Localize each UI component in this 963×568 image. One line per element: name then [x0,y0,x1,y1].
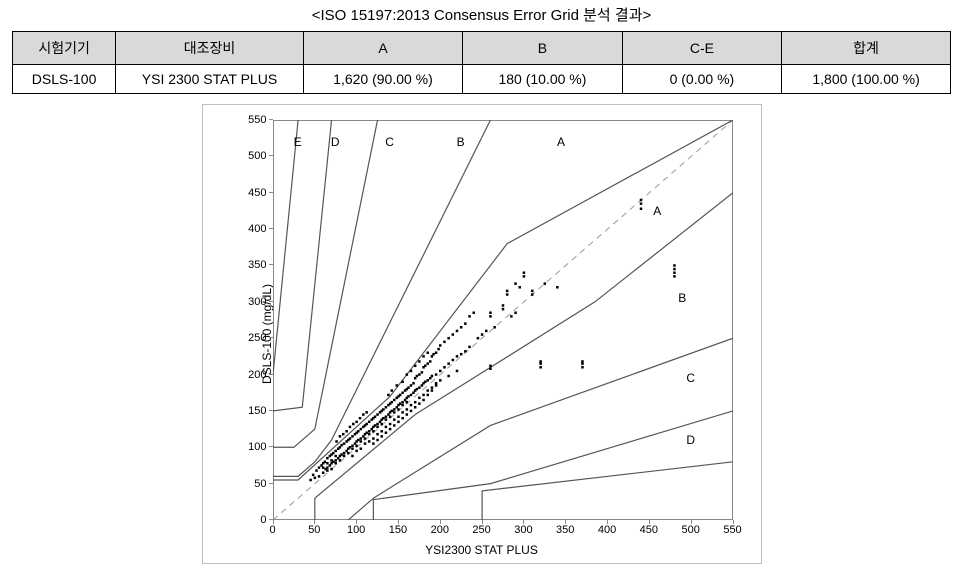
y-tick-label: 250 [248,332,272,344]
table-row: DSLS-100YSI 2300 STAT PLUS1,620 (90.00 %… [13,65,951,94]
y-tick-label: 400 [248,223,272,235]
x-tick-mark [440,520,441,524]
zone-label: E [294,135,302,149]
y-tick-label: 150 [248,405,272,417]
y-tick-mark [269,410,273,411]
y-tick-label: 50 [254,478,272,490]
x-tick-mark [565,520,566,524]
table-header-cell: A [303,32,462,65]
table-cell: 0 (0.00 %) [622,65,781,94]
plot-area: 0501001502002503003504004505005500501001… [273,120,733,520]
zone-label: A [653,204,661,218]
table-header-row: 시험기기대조장비ABC-E합계 [13,32,951,65]
x-axis-label: YSI2300 STAT PLUS [425,543,538,557]
x-tick-mark [314,520,315,524]
x-tick-mark [273,520,274,524]
table-header-cell: C-E [622,32,781,65]
table-cell: YSI 2300 STAT PLUS [116,65,304,94]
zone-label: C [385,135,394,149]
results-table: 시험기기대조장비ABC-E합계 DSLS-100YSI 2300 STAT PL… [12,31,951,94]
y-tick-label: 450 [248,187,272,199]
chart-svg [273,120,733,520]
table-header-cell: 합계 [782,32,951,65]
table-cell: DSLS-100 [13,65,116,94]
y-tick-mark [269,155,273,156]
y-tick-label: 300 [248,296,272,308]
zone-label: D [686,433,695,447]
zone-label: B [678,291,686,305]
y-tick-mark [269,264,273,265]
table-header-cell: B [463,32,622,65]
y-tick-label: 550 [248,114,272,126]
y-tick-mark [269,228,273,229]
y-tick-mark [269,374,273,375]
x-tick-mark [356,520,357,524]
y-tick-mark [269,192,273,193]
zone-label: A [557,135,565,149]
table-cell: 180 (10.00 %) [463,65,622,94]
y-tick-label: 100 [248,441,272,453]
x-tick-mark [691,520,692,524]
y-tick-mark [269,301,273,302]
table-cell: 1,620 (90.00 %) [303,65,462,94]
y-tick-mark [269,483,273,484]
y-tick-mark [269,446,273,447]
y-tick-label: 500 [248,150,272,162]
zone-label: D [331,135,340,149]
table-header-cell: 대조장비 [116,32,304,65]
page-title: <ISO 15197:2013 Consensus Error Grid 분석 … [12,4,951,25]
x-tick-mark [482,520,483,524]
y-tick-mark [269,119,273,120]
x-tick-mark [649,520,650,524]
y-tick-label: 200 [248,369,272,381]
table-cell: 1,800 (100.00 %) [782,65,951,94]
zone-label: B [457,135,465,149]
x-tick-mark [733,520,734,524]
zone-label: C [686,371,695,385]
table-header-cell: 시험기기 [13,32,116,65]
x-tick-mark [523,520,524,524]
error-grid-chart: DSLS-100 (mg/dL) 05010015020025030035040… [202,104,762,564]
x-tick-mark [607,520,608,524]
x-tick-mark [398,520,399,524]
y-tick-label: 350 [248,259,272,271]
y-tick-mark [269,337,273,338]
